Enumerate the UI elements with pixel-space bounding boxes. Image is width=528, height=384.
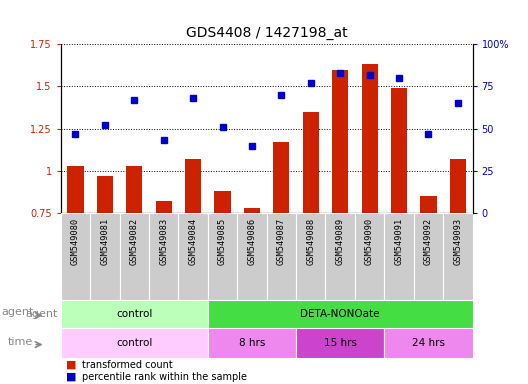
Text: 8 hrs: 8 hrs xyxy=(239,338,265,348)
Text: control: control xyxy=(116,309,153,319)
Text: GSM549089: GSM549089 xyxy=(336,217,345,265)
Text: GSM549091: GSM549091 xyxy=(394,217,403,265)
Text: GDS4408 / 1427198_at: GDS4408 / 1427198_at xyxy=(186,26,347,40)
Bar xyxy=(61,328,208,358)
Bar xyxy=(119,213,149,300)
Text: GSM549083: GSM549083 xyxy=(159,217,168,265)
Bar xyxy=(90,213,119,300)
Text: GSM549084: GSM549084 xyxy=(188,217,197,265)
Bar xyxy=(420,196,437,213)
Bar xyxy=(185,159,201,213)
Text: time: time xyxy=(8,337,33,347)
Text: DETA-NONOate: DETA-NONOate xyxy=(300,309,380,319)
Bar xyxy=(208,213,237,300)
Bar xyxy=(355,213,384,300)
Text: transformed count: transformed count xyxy=(82,360,173,370)
Bar xyxy=(267,213,296,300)
Text: control: control xyxy=(116,338,153,348)
Bar xyxy=(208,328,296,358)
Bar xyxy=(61,300,208,328)
Text: percentile rank within the sample: percentile rank within the sample xyxy=(82,372,247,382)
Text: agent: agent xyxy=(26,309,58,319)
Bar xyxy=(214,191,231,213)
Bar xyxy=(97,176,113,213)
Bar xyxy=(61,213,90,300)
Bar xyxy=(244,208,260,213)
Bar xyxy=(274,142,289,213)
Text: GSM549088: GSM549088 xyxy=(306,217,315,265)
Bar xyxy=(384,328,473,358)
Bar xyxy=(332,70,348,213)
Bar xyxy=(178,213,208,300)
Bar xyxy=(296,328,384,358)
Text: GSM549081: GSM549081 xyxy=(100,217,109,265)
Text: ■: ■ xyxy=(66,360,77,370)
Text: GSM549085: GSM549085 xyxy=(218,217,227,265)
Bar xyxy=(391,88,407,213)
Bar xyxy=(450,159,466,213)
Text: 24 hrs: 24 hrs xyxy=(412,338,445,348)
Bar xyxy=(68,166,83,213)
Text: GSM549093: GSM549093 xyxy=(454,217,463,265)
Bar xyxy=(414,213,443,300)
Text: GSM549082: GSM549082 xyxy=(130,217,139,265)
Bar xyxy=(443,213,473,300)
Bar xyxy=(156,201,172,213)
Text: GSM549087: GSM549087 xyxy=(277,217,286,265)
Text: 15 hrs: 15 hrs xyxy=(324,338,357,348)
Bar xyxy=(296,213,325,300)
Bar xyxy=(362,65,378,213)
Text: GSM549090: GSM549090 xyxy=(365,217,374,265)
Text: agent: agent xyxy=(1,308,33,318)
Bar xyxy=(149,213,178,300)
Bar xyxy=(237,213,267,300)
Text: ■: ■ xyxy=(66,372,77,382)
Text: GSM549092: GSM549092 xyxy=(424,217,433,265)
Bar xyxy=(384,213,414,300)
Bar xyxy=(126,166,143,213)
Text: GSM549086: GSM549086 xyxy=(248,217,257,265)
Bar xyxy=(303,112,319,213)
Text: GSM549080: GSM549080 xyxy=(71,217,80,265)
Bar xyxy=(325,213,355,300)
Bar xyxy=(208,300,473,328)
